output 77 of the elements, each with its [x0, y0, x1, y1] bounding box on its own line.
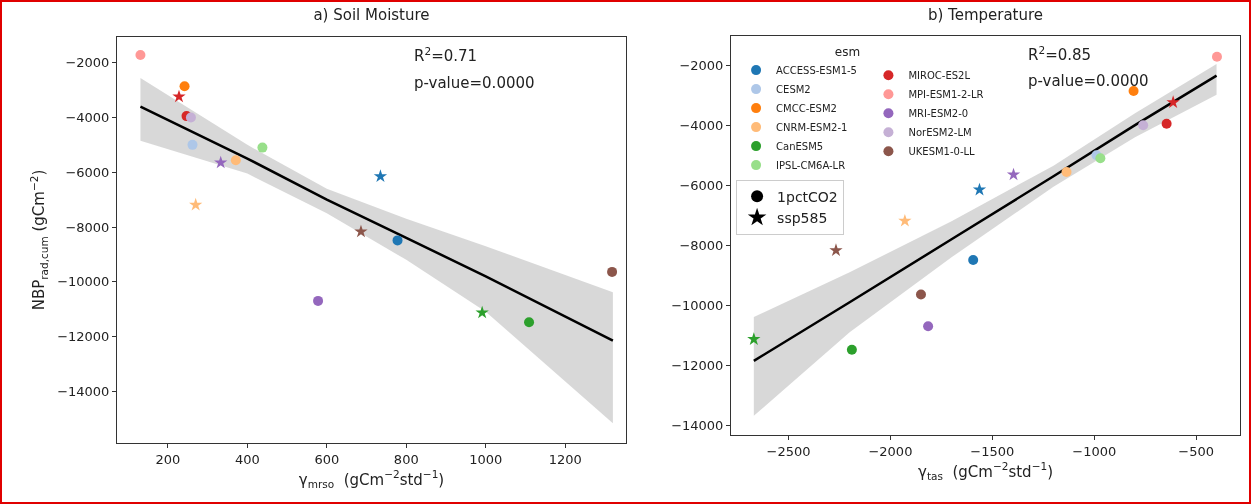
- x-axis-title: γ$_{mrso}$ (gCm$^{−2}$std$^{−1}$): [298, 468, 445, 490]
- chart-title: a) Soil Moisture: [313, 6, 430, 24]
- line-series: [139, 105, 615, 342]
- point: [1095, 153, 1106, 164]
- point: [747, 332, 761, 345]
- point: [972, 182, 987, 196]
- annotation: R$^{2}$=0.71: [414, 45, 478, 66]
- x-tick-label: 600: [314, 451, 340, 467]
- point: [373, 169, 388, 183]
- point: [392, 235, 403, 246]
- point: [354, 224, 368, 238]
- x-axis-title: γ$_{tas}$ (gCm$^{−2}$std$^{−1}$): [918, 460, 1053, 482]
- legend-label: NorESM2-LM: [908, 127, 972, 139]
- point: [1211, 51, 1222, 62]
- legend-label: CNRM-ESM2-1: [776, 121, 848, 133]
- point: [230, 155, 241, 166]
- point: [524, 317, 535, 328]
- x-tick-label: −1500: [970, 443, 1015, 459]
- legend-label: 1pctCO2: [777, 188, 838, 205]
- chart-title: b) Temperature: [927, 6, 1044, 24]
- annotation: p-value=0.0000: [414, 74, 535, 92]
- legend-label: MRI-ESM2-0: [908, 108, 969, 120]
- x-tick-label: 800: [393, 451, 419, 467]
- point: [1138, 120, 1149, 131]
- point: [898, 213, 912, 227]
- y-tick-label: −10000: [671, 297, 724, 313]
- legend-label: MPI-ESM1-2-LR: [908, 89, 984, 101]
- x-tick-label: −2000: [868, 443, 913, 459]
- point: [313, 295, 324, 306]
- legend-label: ssp585: [777, 209, 828, 226]
- y-tick-label: −8000: [679, 237, 724, 253]
- y-tick-label: −10000: [57, 274, 110, 290]
- y-tick-label: −14000: [57, 383, 110, 399]
- point: [915, 289, 926, 300]
- legend-label: CMCC-ESM2: [776, 102, 837, 114]
- y-tick-label: −8000: [65, 219, 110, 235]
- point: [1166, 95, 1180, 109]
- legend-label: UKESM1-0-LL: [908, 146, 976, 158]
- point: [172, 89, 186, 103]
- point: [829, 243, 843, 257]
- legend-label: CESM2: [776, 83, 811, 95]
- y-tick-label: −6000: [679, 177, 724, 193]
- point: [214, 155, 228, 169]
- point: [135, 50, 146, 61]
- y-tick-label: −14000: [671, 417, 724, 433]
- point: [846, 344, 857, 355]
- y-tick-label: −12000: [671, 357, 724, 373]
- point: [968, 254, 979, 265]
- point: [923, 321, 934, 332]
- y-tick-label: −12000: [57, 329, 110, 345]
- legend-label: CanESM5: [776, 140, 824, 152]
- point: [1161, 118, 1172, 129]
- x-tick-label: −500: [1178, 443, 1215, 459]
- x-tick-label: −1000: [1072, 443, 1117, 459]
- legend-title: esm: [834, 44, 861, 59]
- y-tick-label: −4000: [679, 117, 724, 133]
- x-tick-label: 1000: [469, 451, 503, 467]
- point: [189, 197, 203, 211]
- x-tick-label: 400: [234, 451, 260, 467]
- y-tick-label: −6000: [65, 164, 110, 180]
- y-tick-label: −2000: [679, 57, 724, 73]
- x-tick-label: −2500: [766, 443, 811, 459]
- legend-label: ACCESS-ESM1-5: [776, 64, 857, 76]
- point: [187, 139, 198, 150]
- point: [185, 112, 196, 123]
- point: [1061, 167, 1072, 177]
- y-tick-label: −4000: [65, 110, 110, 126]
- legend-label: MIROC-ES2L: [908, 70, 971, 82]
- x-tick-label: 1200: [548, 451, 582, 467]
- legend-label: IPSL-CM6A-LR: [776, 159, 846, 171]
- point: [607, 266, 618, 277]
- y-tick-label: −2000: [65, 55, 110, 71]
- x-tick-label: 200: [155, 451, 181, 467]
- point: [179, 81, 190, 92]
- annotation: p-value=0.0000: [1028, 72, 1149, 90]
- annotation: R$^{2}$=0.85: [1028, 44, 1092, 65]
- point: [257, 142, 268, 153]
